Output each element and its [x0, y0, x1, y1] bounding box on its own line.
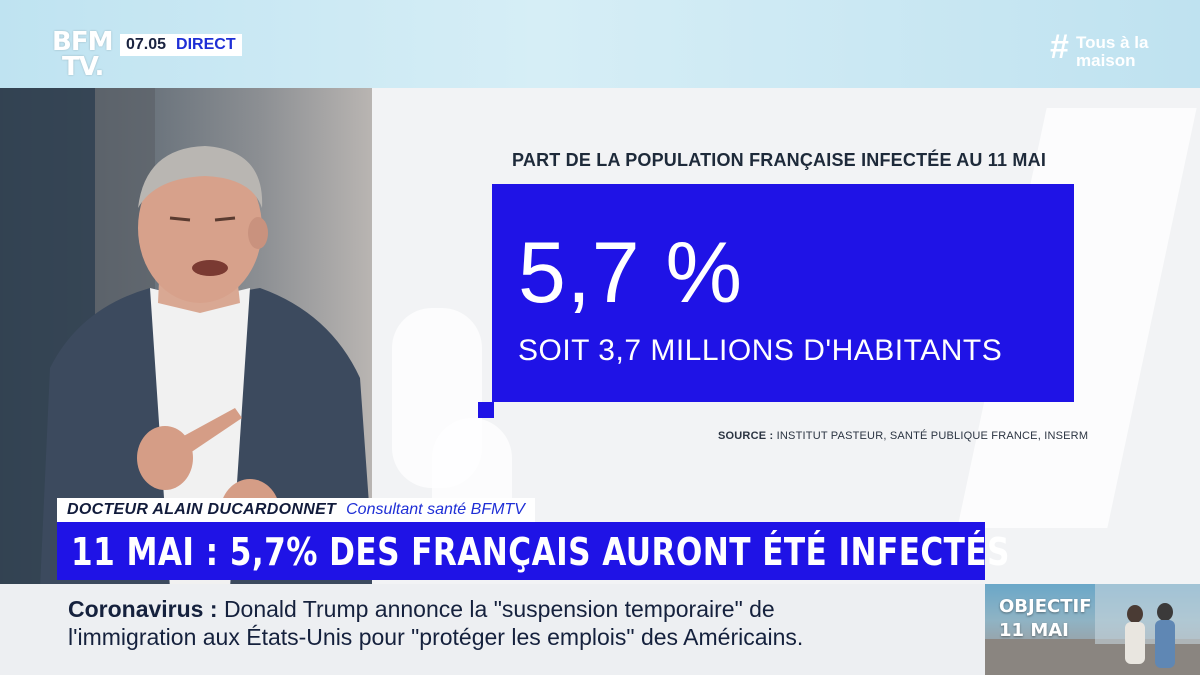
value-box: 5,7 % SOIT 3,7 MILLIONS D'HABITANTS	[492, 184, 1074, 402]
ticker-text-1: Donald Trump annonce la "suspension temp…	[223, 596, 775, 622]
ticker-line-1: Coronavirus : Donald Trump annonce la "s…	[68, 596, 775, 623]
hashtag-symbol: #	[1050, 28, 1069, 66]
population-value: SOIT 3,7 MILLIONS D'HABITANTS	[518, 334, 1003, 367]
logo-line-1: BFM	[52, 27, 113, 57]
promo-street-scene	[985, 584, 1200, 675]
news-ticker: Coronavirus : Donald Trump annonce la "s…	[0, 584, 985, 675]
logo-line-2: TV.	[62, 52, 104, 82]
promo-thumbnail: OBJECTIF 11 MAI	[985, 584, 1200, 675]
source-label: SOURCE :	[718, 430, 774, 442]
ticker-line-2: l'immigration aux États-Unis pour "proté…	[68, 624, 804, 650]
speaker-name: DOCTEUR ALAIN DUCARDONNET	[67, 501, 337, 518]
promo-line-1: OBJECTIF	[999, 596, 1092, 617]
channel-logo: BFM TV.	[52, 27, 118, 86]
source-note: SOURCE : INSTITUT PASTEUR, SANTÉ PUBLIQU…	[718, 430, 1088, 442]
speaker-nameplate: DOCTEUR ALAIN DUCARDONNET Consultant san…	[57, 498, 535, 522]
promo-line-2: 11 MAI	[999, 620, 1069, 641]
headline-text: 11 MAI : 5,7% DES FRANÇAIS AURONT ÉTÉ IN…	[71, 530, 1010, 574]
clock-time: 07.05	[126, 36, 167, 53]
accent-square	[478, 402, 494, 418]
hashtag-line-2: maison	[1076, 51, 1136, 70]
infographic-title: PART DE LA POPULATION FRANÇAISE INFECTÉE…	[512, 150, 1047, 170]
ticker-separator: :	[203, 596, 224, 622]
live-label: DIRECT	[176, 36, 236, 53]
hashtag-line-1: Tous à la	[1076, 33, 1149, 52]
ticker-topic: Coronavirus	[68, 596, 204, 622]
source-text: INSTITUT PASTEUR, SANTÉ PUBLIQUE FRANCE,…	[776, 430, 1089, 442]
percentage-value: 5,7 %	[518, 225, 743, 321]
headline-banner: 11 MAI : 5,7% DES FRANÇAIS AURONT ÉTÉ IN…	[57, 522, 1009, 580]
time-live-bar: 07.05 DIRECT	[120, 34, 242, 56]
speaker-role: Consultant santé BFMTV	[346, 501, 525, 518]
